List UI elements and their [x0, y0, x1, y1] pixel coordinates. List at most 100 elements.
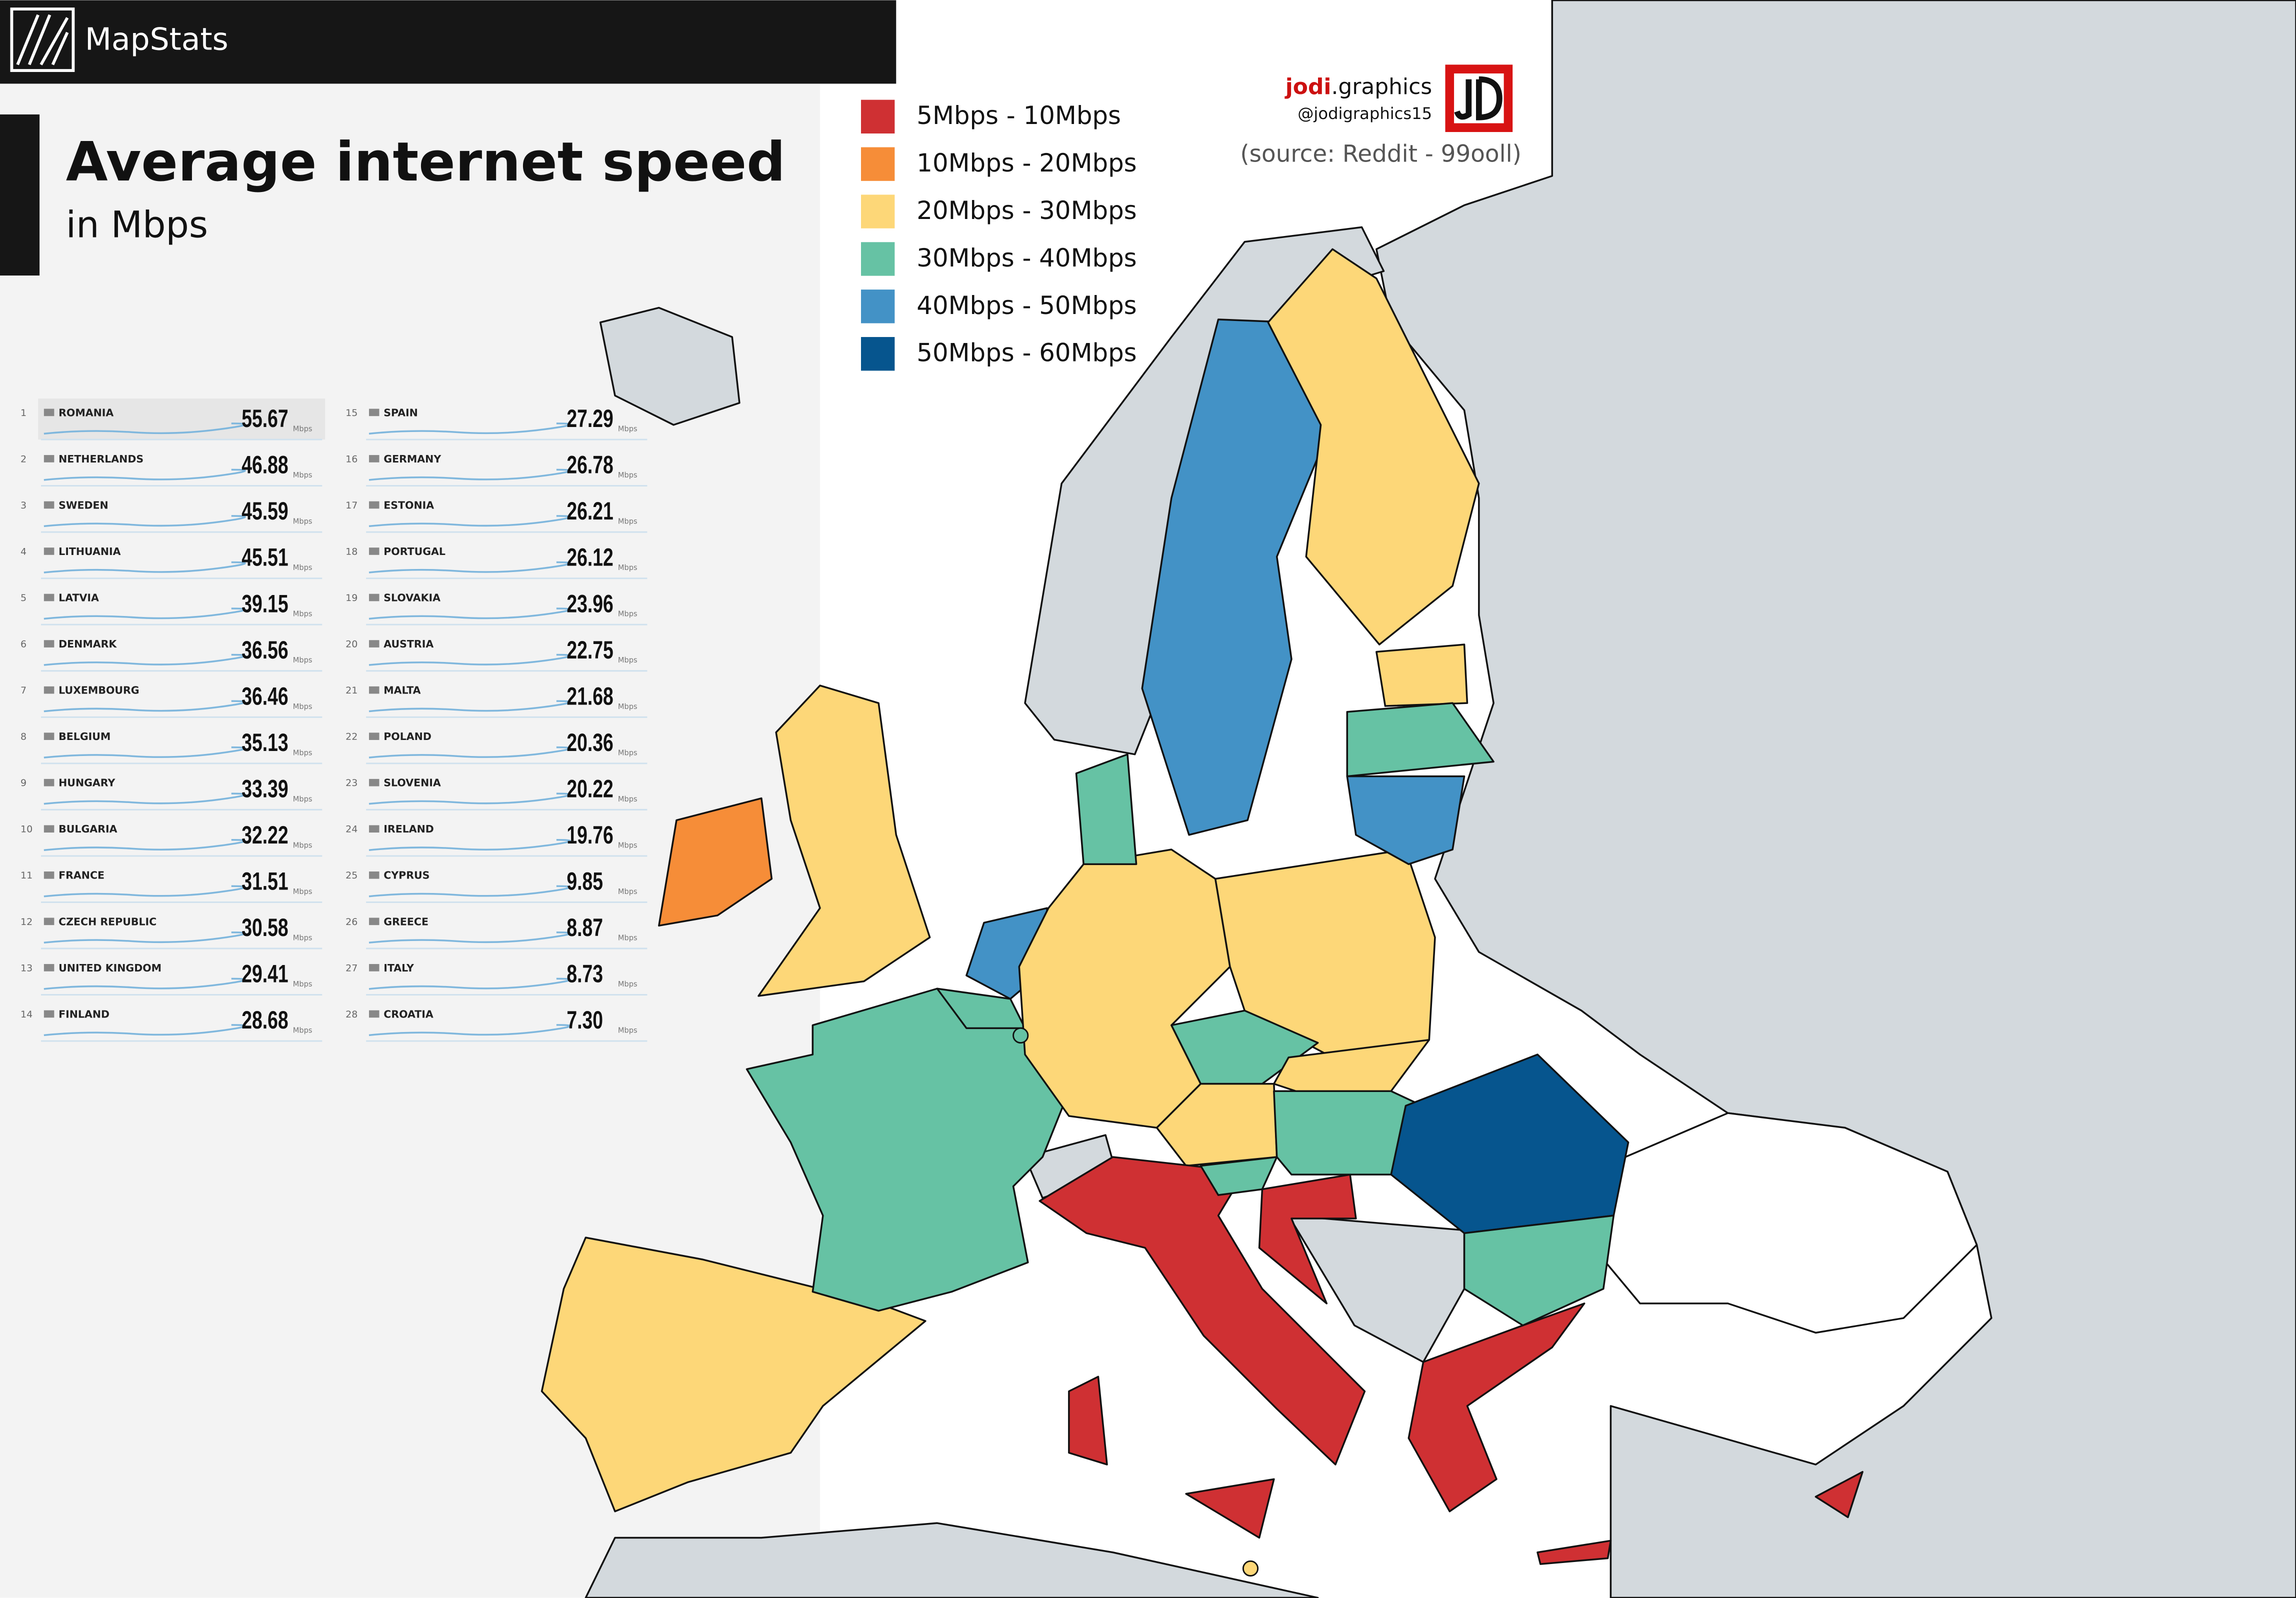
flag	[44, 408, 54, 416]
rank: 3	[20, 500, 26, 511]
speed-value: 36.56	[242, 636, 288, 664]
title-accent	[0, 114, 40, 276]
speed-value: 35.13	[242, 729, 288, 756]
speed-unit: Mbps	[618, 795, 638, 804]
credit-logo	[1445, 64, 1513, 132]
speed-unit: Mbps	[618, 564, 638, 572]
rank: 19	[346, 592, 358, 604]
country	[1267, 248, 1480, 646]
sparkline	[368, 561, 571, 574]
country	[1376, 644, 1468, 707]
rank: 24	[346, 824, 358, 835]
country-name: SWEDEN	[58, 499, 108, 511]
flag	[369, 408, 380, 416]
speed-unit: Mbps	[293, 841, 312, 850]
speed-unit: Mbps	[293, 656, 312, 664]
country-name: LUXEMBOURG	[58, 684, 140, 696]
speed-value: 20.36	[566, 729, 613, 756]
speed-unit: Mbps	[618, 934, 638, 942]
rank: 18	[346, 546, 358, 557]
speed-unit: Mbps	[293, 748, 312, 757]
rank: 23	[346, 778, 358, 788]
legend-label: 20Mbps - 30Mbps	[916, 196, 1136, 225]
country-name: CROATIA	[384, 1008, 434, 1020]
rank: 26	[346, 916, 358, 928]
country-name: ROMANIA	[58, 406, 114, 418]
rank: 6	[20, 639, 26, 650]
rank: 13	[20, 962, 32, 974]
country-name: CYPRUS	[384, 870, 430, 882]
flag	[369, 871, 380, 879]
rank: 22	[346, 732, 358, 742]
country-name: ESTONIA	[384, 499, 434, 511]
sparkline	[368, 700, 571, 712]
country-name: ITALY	[384, 962, 414, 974]
speed-unit: Mbps	[293, 471, 312, 480]
legend-label: 40Mbps - 50Mbps	[916, 291, 1136, 320]
country	[1242, 1560, 1259, 1577]
ranking-table: 1 ROMANIA 55.67 Mbps 2 NETHERLANDS 46.88 Mbps 3 S…	[20, 398, 648, 1042]
speed-value: 46.88	[242, 452, 288, 479]
rank: 1	[20, 408, 26, 418]
speed-unit: Mbps	[618, 518, 638, 526]
country	[1814, 1470, 1864, 1518]
legend-swatch	[861, 290, 895, 324]
sparkline	[368, 468, 571, 481]
country-name: LATVIA	[58, 592, 99, 604]
speed-unit: Mbps	[618, 656, 638, 664]
speed-unit: Mbps	[618, 888, 638, 896]
sparkline	[44, 468, 246, 481]
speed-unit: Mbps	[618, 471, 638, 480]
sparkline	[368, 885, 571, 898]
country-name: DENMARK	[58, 638, 117, 650]
speed-value: 26.78	[566, 452, 613, 479]
speed-value: 55.67	[242, 405, 288, 432]
speed-value: 39.15	[242, 590, 288, 618]
sparkline	[44, 654, 246, 666]
speed-unit: Mbps	[293, 610, 312, 618]
flag	[44, 778, 54, 786]
speed-unit: Mbps	[293, 518, 312, 526]
flag	[369, 548, 380, 555]
speed-unit: Mbps	[293, 888, 312, 896]
speed-value: 8.87	[566, 914, 603, 942]
country	[1536, 1540, 1612, 1565]
sparkline	[44, 700, 246, 712]
speed-unit: Mbps	[618, 610, 638, 618]
country-name: FINLAND	[58, 1008, 110, 1020]
country-name: CZECH REPUBLIC	[58, 916, 156, 928]
sparkline	[44, 608, 246, 620]
flag	[44, 686, 54, 694]
sparkline	[44, 561, 246, 574]
country-name: UNITED KINGDOM	[58, 962, 162, 974]
speed-unit: Mbps	[293, 980, 312, 988]
country	[1068, 1376, 1108, 1466]
credit-handle: @jodigraphics15	[1298, 104, 1432, 123]
sparkline	[368, 838, 571, 851]
flag	[369, 732, 380, 740]
country-name: FRANCE	[58, 870, 104, 882]
speed-value: 31.51	[242, 868, 288, 895]
speed-value: 36.46	[242, 682, 288, 710]
legend: 5Mbps - 10Mbps 10Mbps - 20Mbps 20Mbps - 30…	[861, 100, 1137, 371]
flag	[44, 548, 54, 555]
country	[1185, 1478, 1275, 1539]
speed-value: 26.12	[566, 544, 613, 572]
rank: 16	[346, 454, 358, 464]
sparkline	[44, 792, 246, 805]
rank: 9	[20, 778, 26, 788]
speed-value: 22.75	[566, 636, 613, 664]
speed-value: 45.51	[242, 544, 288, 572]
flag	[44, 455, 54, 462]
country	[1463, 1214, 1615, 1326]
legend-swatch	[861, 337, 895, 371]
brand: MapStats	[85, 22, 228, 58]
rank: 11	[20, 870, 32, 881]
sparkline	[44, 1024, 246, 1036]
sparkline	[44, 746, 246, 758]
rank: 5	[20, 592, 26, 604]
country-name: SPAIN	[384, 406, 418, 418]
speed-value: 19.76	[566, 822, 613, 849]
sparkline	[368, 608, 571, 620]
sparkline	[368, 932, 571, 944]
